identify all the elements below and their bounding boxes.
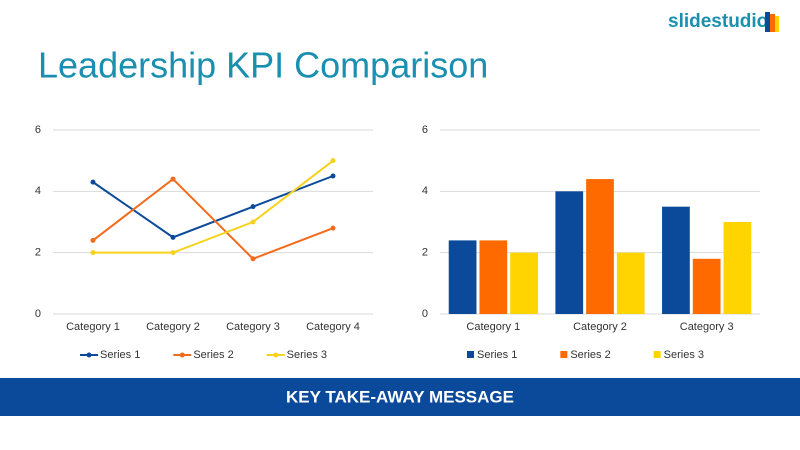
x-tick-label: Category 3 xyxy=(226,321,280,333)
brand-icon xyxy=(765,12,779,32)
point xyxy=(250,204,256,210)
point xyxy=(90,250,96,256)
line-series xyxy=(93,159,334,254)
banner xyxy=(0,378,800,416)
legend-label: Series 2 xyxy=(193,349,233,361)
x-tick-label: Category 1 xyxy=(466,321,520,333)
legend-swatch xyxy=(653,351,661,358)
legend-label: Series 2 xyxy=(570,349,610,361)
point xyxy=(250,219,256,225)
point xyxy=(170,250,176,256)
x-tick-label: Category 4 xyxy=(306,321,360,333)
point xyxy=(170,234,176,240)
y-tick-label: 6 xyxy=(35,124,41,136)
bar xyxy=(555,191,584,314)
x-tick-label: Category 3 xyxy=(680,321,734,333)
line-series xyxy=(92,177,334,260)
bar xyxy=(692,258,721,314)
legend-label: Series 3 xyxy=(664,349,704,361)
legend-swatch-marker xyxy=(273,352,279,358)
legend-label: Series 1 xyxy=(477,349,517,361)
y-tick-label: 2 xyxy=(35,247,41,259)
point xyxy=(330,173,336,179)
point xyxy=(170,176,176,182)
point xyxy=(90,179,96,185)
y-tick-label: 6 xyxy=(422,124,428,136)
bar xyxy=(479,240,508,314)
legend-label: Series 3 xyxy=(287,349,327,361)
legend-swatch xyxy=(467,351,474,358)
bar xyxy=(723,222,752,314)
brand-logo: slidestudio xyxy=(668,11,768,32)
banner-text: KEY TAKE-AWAY MESSAGE xyxy=(286,387,514,406)
y-tick-label: 0 xyxy=(35,308,41,320)
slide-title: Leadership KPI Comparison xyxy=(38,45,488,86)
x-tick-label: Category 2 xyxy=(573,321,627,333)
y-tick-label: 0 xyxy=(422,308,428,320)
y-tick-label: 4 xyxy=(35,185,41,197)
bar xyxy=(510,252,538,314)
bar xyxy=(616,252,645,314)
legend-swatch xyxy=(560,351,568,358)
bar xyxy=(662,206,690,314)
legend-swatch-marker xyxy=(86,352,92,358)
x-tick-label: Category 1 xyxy=(66,321,120,333)
x-tick-label: Category 2 xyxy=(146,321,200,333)
point xyxy=(250,256,256,262)
bar xyxy=(448,240,477,314)
point xyxy=(90,237,96,243)
y-tick-label: 2 xyxy=(422,247,428,259)
y-tick-label: 4 xyxy=(422,185,428,197)
point xyxy=(330,158,336,164)
point xyxy=(330,225,336,231)
legend-label: Series 1 xyxy=(100,349,140,361)
bar xyxy=(586,179,614,314)
legend-swatch-marker xyxy=(179,352,185,358)
